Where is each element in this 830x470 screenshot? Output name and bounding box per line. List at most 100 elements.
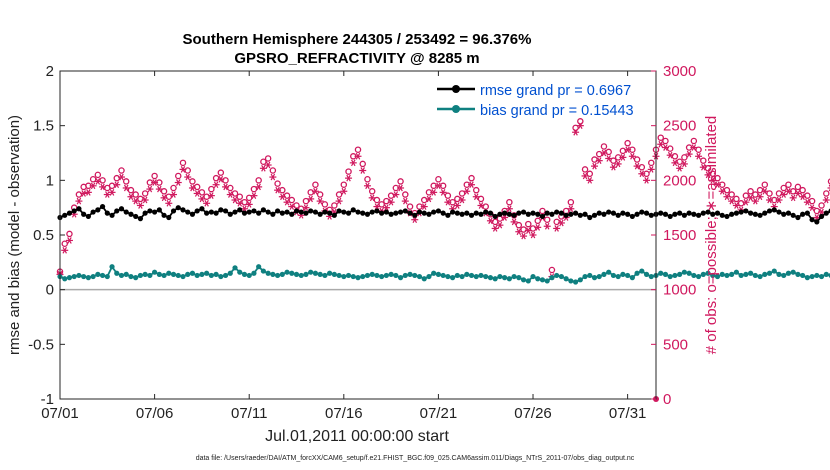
rmse-point (279, 210, 285, 216)
obs-possible-point (439, 182, 447, 190)
obs-assimilated-point (808, 204, 816, 212)
obs-possible-point (468, 174, 475, 182)
obs-possible-point (307, 189, 314, 196)
obs-possible-point (690, 137, 698, 145)
obs-possible-point (345, 168, 352, 175)
obs-possible-point (222, 177, 229, 184)
bias-point (596, 273, 602, 280)
obs-possible-point (89, 175, 97, 183)
bias-point (256, 264, 262, 270)
obs-assimilated-point (349, 159, 357, 167)
bias-point (530, 273, 536, 280)
obs-possible-point (364, 175, 371, 183)
bias-point (137, 272, 144, 279)
obs-possible-point (525, 220, 532, 228)
obs-possible-point (397, 178, 404, 185)
obs-possible-series (56, 118, 830, 402)
bias-point (478, 272, 484, 279)
bias-point (289, 270, 295, 276)
bias-point (284, 269, 290, 275)
rmse-point (412, 212, 418, 218)
x-tick-label: 07/01 (41, 405, 79, 422)
obs-possible-point (539, 207, 546, 215)
obs-assimilated-point (676, 164, 684, 172)
obs-possible-point (804, 192, 811, 199)
bias-point (374, 272, 380, 279)
obs-possible-point (132, 191, 139, 198)
chart-title-line2: GPSRO_REFRACTIVITY @ 8285 m (234, 50, 479, 67)
rmse-point (189, 211, 196, 217)
bias-point (251, 270, 257, 276)
rmse-point (672, 211, 678, 217)
bias-point (610, 272, 617, 279)
obs-possible-point (742, 192, 750, 199)
bias-point (194, 272, 200, 279)
right-y-axis-ticks: 0 500 1000 1500 2000 2500 3000 (651, 63, 696, 408)
right-y-tick-label: 3000 (663, 63, 696, 80)
obs-assimilated-point (259, 164, 267, 172)
legend-rmse-label: rmse grand pr = 0.6967 (480, 83, 631, 99)
obs-assimilated-point (382, 204, 390, 212)
obs-assimilated-point (609, 163, 617, 171)
rmse-point (90, 209, 96, 215)
bias-point (383, 272, 389, 279)
bias-point (795, 271, 801, 277)
obs-possible-point (359, 160, 366, 168)
rmse-point (175, 205, 181, 211)
obs-possible-point (416, 203, 423, 210)
rmse-point (733, 210, 740, 216)
obs-possible-point (335, 191, 343, 198)
obs-possible-point (269, 167, 277, 174)
bias-point (222, 272, 229, 279)
obs-assimilated-point (240, 205, 248, 213)
obs-possible-point (709, 170, 717, 178)
rmse-point (539, 213, 546, 220)
rmse-point (525, 211, 531, 217)
rmse-point (383, 209, 389, 215)
rmse-point (615, 212, 621, 218)
obs-possible-point (695, 146, 702, 153)
obs-possible-point (137, 195, 144, 203)
obs-assimilated-series (56, 122, 830, 280)
obs-possible-point (610, 157, 617, 164)
rmse-point (748, 210, 754, 216)
obs-assimilated-point (165, 199, 173, 207)
obs-possible-point (666, 145, 674, 152)
obs-possible-point (203, 193, 210, 200)
rmse-point (639, 209, 645, 215)
rmse-point (776, 209, 782, 215)
obs-possible-point (766, 190, 773, 197)
obs-possible-point (383, 197, 390, 205)
bias-point (369, 271, 375, 277)
rmse-point (705, 209, 711, 215)
obs-possible-point (728, 191, 735, 198)
rmse-point (809, 217, 815, 223)
bias-point (246, 272, 252, 279)
bias-point (407, 271, 413, 277)
rmse-point (308, 208, 314, 214)
bias-point (464, 271, 470, 277)
bias-point (218, 273, 224, 280)
obs-possible-point (122, 178, 130, 185)
x-tick-label: 07/26 (514, 405, 552, 422)
left-y-tick-label: 0 (46, 282, 54, 299)
rmse-point (610, 210, 617, 216)
bias-point (345, 272, 352, 279)
obs-possible-point (586, 170, 594, 178)
obs-possible-point (250, 185, 258, 193)
chart-title-line1: Southern Hemisphere 244305 / 253492 = 96… (183, 31, 532, 48)
rmse-point (331, 212, 337, 218)
rmse-point (620, 210, 626, 216)
x-tick-label: 07/11 (231, 405, 267, 422)
bias-point (468, 272, 475, 279)
plot-area-background (60, 71, 656, 399)
obs-possible-point (402, 191, 409, 198)
bias-point (133, 275, 139, 281)
x-axis-ticks: 07/01 07/06 07/11 07/16 07/21 07/26 07/31 (41, 71, 646, 422)
bias-point (298, 272, 304, 279)
obs-possible-point (321, 201, 329, 208)
rmse-point (719, 212, 725, 218)
bias-point (781, 272, 787, 279)
obs-possible-point (477, 195, 485, 203)
rmse-point (270, 211, 276, 217)
